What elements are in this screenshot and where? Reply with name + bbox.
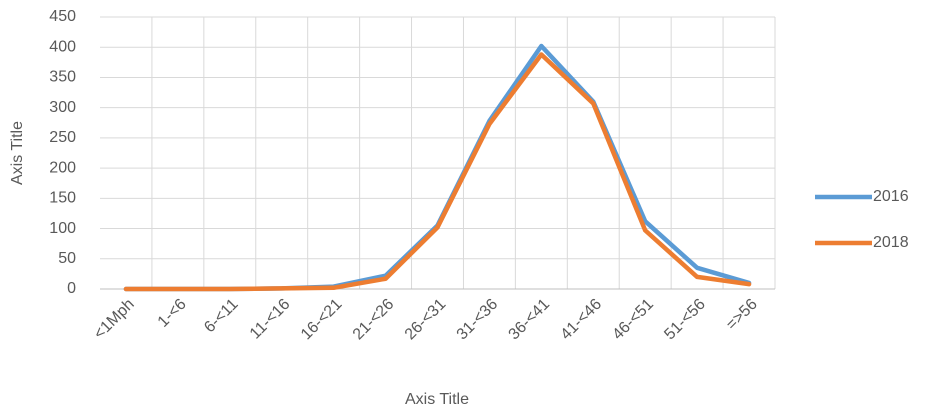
y-tick-label: 450 bbox=[49, 8, 76, 25]
legend-label: 2016 bbox=[873, 188, 909, 205]
series-line bbox=[123, 52, 752, 292]
x-tick-label: 41-<46 bbox=[558, 296, 606, 344]
y-tick-label: 50 bbox=[58, 250, 76, 267]
x-tick-label: 6-<11 bbox=[201, 296, 242, 337]
x-tick-label: 46-<51 bbox=[609, 296, 657, 344]
x-tick-label: 51-<56 bbox=[661, 296, 709, 344]
x-tick-label: 1-<6 bbox=[155, 296, 190, 331]
y-tick-label: 250 bbox=[49, 129, 76, 146]
y-tick-label: 400 bbox=[49, 38, 76, 55]
y-tick-label: 150 bbox=[49, 190, 76, 207]
x-tick-label: 31-<36 bbox=[454, 296, 502, 344]
x-axis-title: Axis Title bbox=[405, 391, 469, 408]
x-tick-label: =>56 bbox=[723, 296, 761, 334]
x-tick-label: 36-<41 bbox=[506, 296, 554, 344]
x-tick-label: 21-<26 bbox=[350, 296, 398, 344]
y-tick-label: 200 bbox=[49, 159, 76, 176]
y-tick-label: 300 bbox=[49, 99, 76, 116]
legend-label: 2018 bbox=[873, 234, 909, 251]
y-axis-title: Axis Title bbox=[9, 121, 26, 185]
y-tick-label: 0 bbox=[67, 280, 76, 297]
y-tick-label: 350 bbox=[49, 69, 76, 86]
y-tick-label: 100 bbox=[49, 220, 76, 237]
series-line bbox=[123, 43, 752, 292]
x-tick-label: 16-<21 bbox=[298, 296, 346, 344]
x-tick-label: <1Mph bbox=[91, 296, 138, 343]
x-tick-label: 26-<31 bbox=[402, 296, 450, 344]
x-tick-label: 11-<16 bbox=[247, 296, 294, 343]
